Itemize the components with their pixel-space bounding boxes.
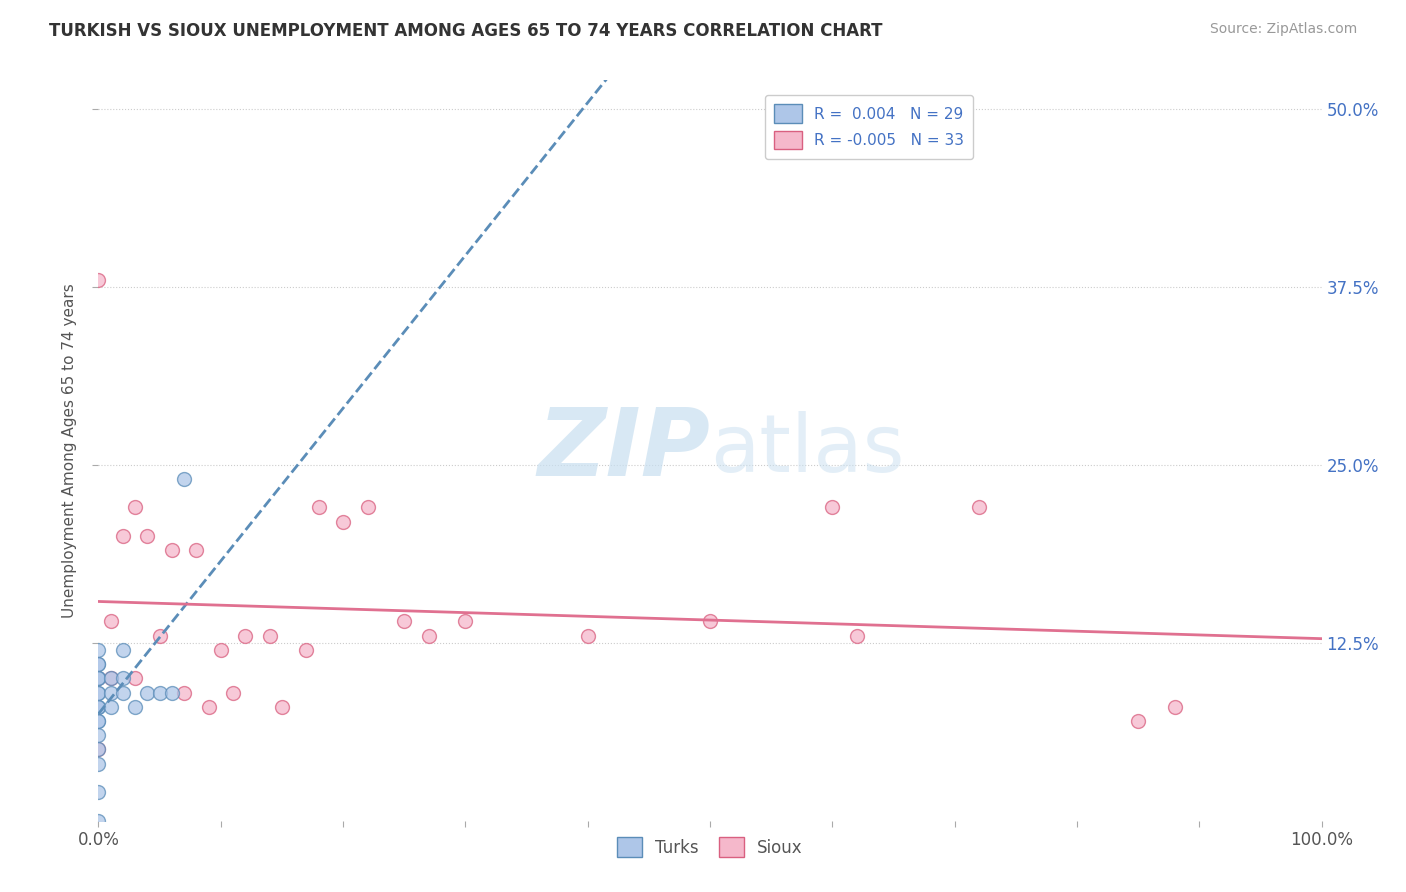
Point [233, 628, 256, 642]
Point [845, 628, 868, 642]
Point [136, 685, 159, 699]
Point [270, 699, 294, 714]
Point [295, 642, 318, 657]
Point [160, 543, 183, 558]
Point [87, 742, 110, 756]
Point [87, 756, 110, 771]
Legend: Turks, Sioux: Turks, Sioux [610, 830, 810, 864]
Point [136, 529, 159, 543]
Point [111, 685, 134, 699]
Point [87, 714, 110, 728]
Point [100, 671, 122, 685]
Text: Source: ZipAtlas.com: Source: ZipAtlas.com [1209, 22, 1357, 37]
Point [356, 500, 378, 515]
Point [87, 657, 110, 671]
Point [87, 814, 110, 828]
Point [149, 685, 172, 699]
Point [87, 272, 110, 286]
Text: atlas: atlas [710, 411, 904, 490]
Point [111, 529, 134, 543]
Point [967, 500, 990, 515]
Point [87, 685, 110, 699]
Point [124, 500, 146, 515]
Point [87, 657, 110, 671]
Point [160, 685, 183, 699]
Point [821, 500, 844, 515]
Point [418, 628, 440, 642]
Point [87, 699, 110, 714]
Point [1128, 714, 1150, 728]
Point [124, 699, 146, 714]
Point [87, 671, 110, 685]
Point [392, 615, 416, 629]
Point [87, 785, 110, 799]
Point [87, 671, 110, 685]
Point [100, 615, 122, 629]
Point [222, 685, 245, 699]
Point [149, 628, 172, 642]
Point [100, 699, 122, 714]
Point [100, 685, 122, 699]
Point [332, 515, 354, 529]
Point [87, 671, 110, 685]
Y-axis label: Unemployment Among Ages 65 to 74 years: Unemployment Among Ages 65 to 74 years [62, 283, 77, 618]
Point [87, 728, 110, 742]
Point [111, 671, 134, 685]
Text: TURKISH VS SIOUX UNEMPLOYMENT AMONG AGES 65 TO 74 YEARS CORRELATION CHART: TURKISH VS SIOUX UNEMPLOYMENT AMONG AGES… [49, 22, 883, 40]
Point [124, 671, 146, 685]
Point [454, 615, 477, 629]
Point [259, 628, 281, 642]
Point [576, 628, 599, 642]
Point [173, 472, 195, 486]
Point [111, 642, 134, 657]
Point [173, 685, 195, 699]
Point [87, 685, 110, 699]
Point [699, 615, 721, 629]
Point [87, 699, 110, 714]
Point [87, 742, 110, 756]
Point [87, 642, 110, 657]
Point [186, 543, 208, 558]
Point [308, 500, 330, 515]
Point [87, 714, 110, 728]
Point [197, 699, 219, 714]
Point [209, 642, 232, 657]
Point [1164, 699, 1187, 714]
Point [87, 671, 110, 685]
Point [100, 671, 122, 685]
Text: ZIP: ZIP [537, 404, 710, 497]
Point [87, 699, 110, 714]
